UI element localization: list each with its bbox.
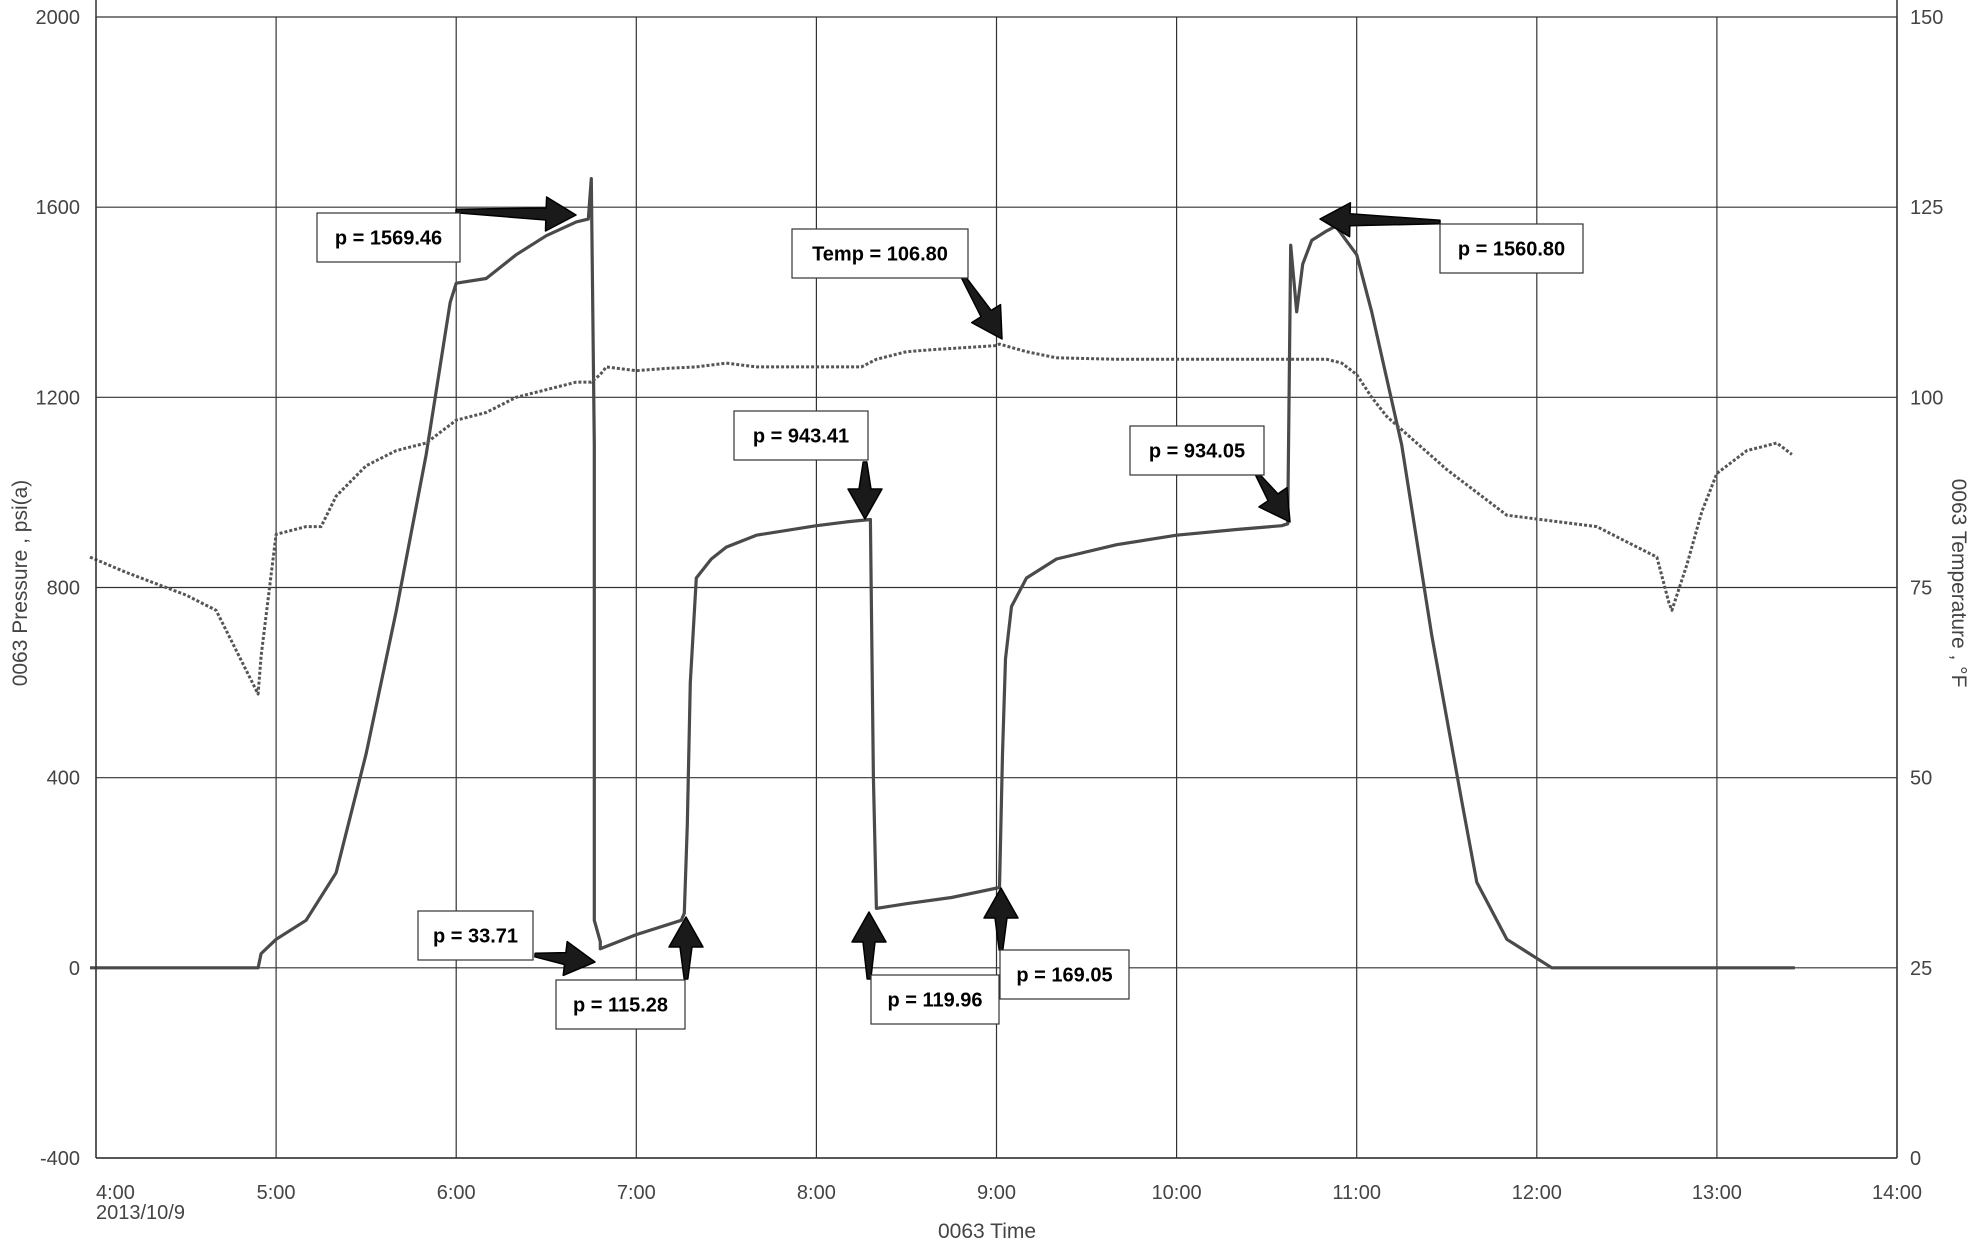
- annotation-box: [733, 410, 869, 461]
- annotation: p = 33.71: [417, 910, 596, 977]
- y-right-tick-label: 100: [1910, 387, 1943, 409]
- annotation-label: p = 1569.46: [335, 228, 442, 250]
- annotation-box: [1129, 425, 1265, 476]
- annotation-label: p = 934.05: [1149, 441, 1245, 463]
- y-right-tick-label: 50: [1910, 768, 1932, 790]
- y-left-tick-label: 400: [47, 768, 80, 790]
- x-axis-title: 0063 Time: [938, 1220, 1036, 1243]
- x-tick-label: 4:00: [96, 1182, 135, 1204]
- annotation-label: p = 115.28: [573, 995, 668, 1017]
- annotation: p = 934.05: [1129, 425, 1291, 523]
- annotation-box: [791, 228, 969, 279]
- annotation-arrow: [668, 916, 704, 980]
- annotation-label: p = 943.41: [753, 426, 849, 448]
- annotation-arrow: [1319, 202, 1441, 238]
- y-left-tick-label: 800: [47, 578, 80, 600]
- x-tick-label: 14:00: [1872, 1182, 1922, 1204]
- annotation-label: p = 1560.80: [1458, 239, 1565, 261]
- x-tick-label: 8:00: [797, 1182, 836, 1204]
- annotation: p = 1569.46: [316, 196, 577, 263]
- x-tick-label: 10:00: [1152, 1182, 1202, 1204]
- x-tick-label: 12:00: [1512, 1182, 1562, 1204]
- y-left-tick-label: 1200: [36, 387, 81, 409]
- pressure-series-line: [90, 177, 1795, 970]
- y-right-tick-label: 75: [1910, 578, 1932, 600]
- annotation-box: [417, 910, 534, 961]
- x-tick-label: 6:00: [437, 1182, 476, 1204]
- y-axis-title-right: 0063 Temperature , °F: [1947, 479, 1970, 688]
- y-right-tick-label: 150: [1910, 7, 1943, 29]
- annotation-box: [999, 949, 1130, 1000]
- y-right-tick-label: 25: [1910, 958, 1932, 980]
- y-left-tick-label: 2000: [36, 7, 81, 29]
- annotation-arrow: [847, 461, 883, 520]
- y-left-tick-label: 0: [69, 958, 80, 980]
- annotation: p = 943.41: [733, 410, 883, 520]
- x-tick-label: 9:00: [977, 1182, 1016, 1204]
- y-right-tick-label: 0: [1910, 1148, 1921, 1170]
- annotation-box: [555, 979, 686, 1030]
- y-left-tick-label: -400: [40, 1148, 80, 1170]
- annotation-box: [1439, 223, 1584, 274]
- annotation-arrow: [1254, 472, 1291, 523]
- annotation-label: Temp = 106.80: [812, 244, 948, 266]
- annotation-label: p = 169.05: [1016, 965, 1112, 987]
- x-tick-label: 5:00: [257, 1182, 296, 1204]
- x-tick-label: 11:00: [1332, 1182, 1381, 1204]
- annotation-label: p = 119.96: [887, 990, 982, 1012]
- annotation: Temp = 106.80: [791, 228, 1003, 340]
- annotation: p = 169.05: [983, 887, 1130, 1000]
- temperature-series-line: [89, 342, 1793, 696]
- annotation: p = 115.28: [555, 916, 704, 1030]
- annotation: p = 119.96: [851, 911, 1000, 1025]
- y-left-tick-label: 1600: [36, 197, 81, 219]
- y-axis-title-left: 0063 Pressure , psi(a): [9, 480, 32, 687]
- y-right-tick-label: 125: [1910, 197, 1943, 219]
- annotation-label: p = 33.71: [433, 926, 518, 948]
- x-date-label: 2013/10/9: [96, 1202, 185, 1224]
- annotation-arrow: [534, 940, 596, 977]
- annotation-box: [316, 212, 461, 263]
- annotation-arrow: [455, 196, 577, 232]
- annotation: p = 1560.80: [1319, 202, 1584, 274]
- annotation-box: [870, 974, 1000, 1025]
- x-tick-label: 7:00: [617, 1182, 656, 1204]
- annotation-arrow: [851, 911, 887, 980]
- annotation-arrow: [983, 887, 1019, 951]
- x-tick-label: 13:00: [1692, 1182, 1742, 1204]
- annotation-arrow: [959, 273, 1003, 340]
